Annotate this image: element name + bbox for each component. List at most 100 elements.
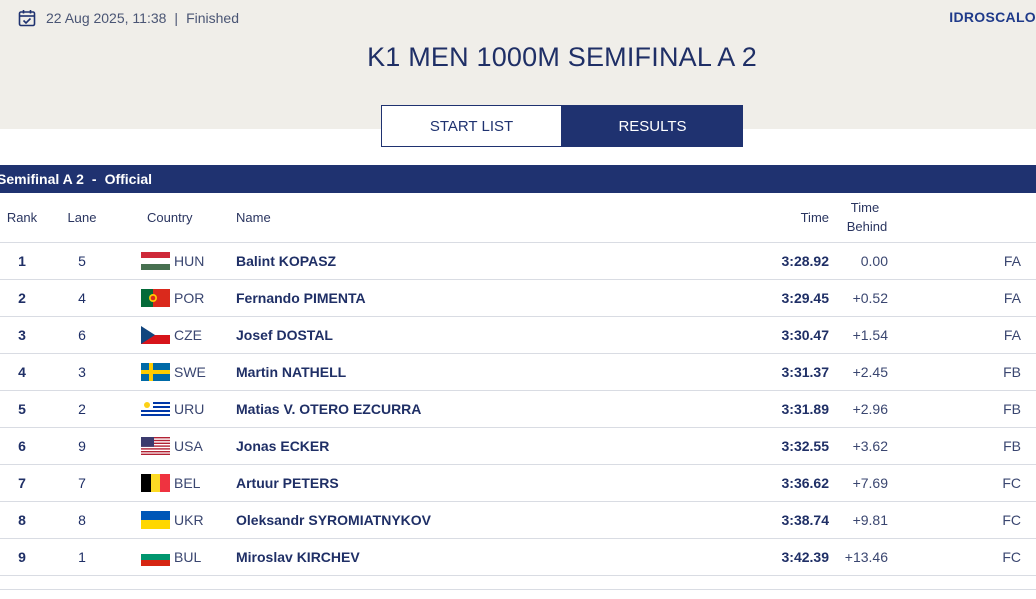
country-code-cell: HUN	[174, 253, 205, 269]
time-behind-cell: +13.46	[844, 549, 888, 565]
lane-cell: 3	[78, 364, 86, 380]
swe-flag-icon	[141, 354, 170, 390]
por-flag-icon	[141, 280, 170, 316]
table-bottom-divider	[0, 589, 1036, 590]
usa-flag-icon	[141, 428, 170, 464]
time-cell: 3:31.37	[781, 364, 829, 380]
cze-flag-icon	[141, 317, 170, 353]
calendar-icon	[18, 9, 36, 27]
rank-cell: 5	[18, 401, 26, 417]
qualification-cell: FA	[1003, 327, 1021, 343]
col-time: Time	[800, 210, 829, 225]
col-country: Country	[147, 210, 193, 225]
section-name: Semifinal A 2	[0, 171, 84, 187]
lane-cell: 4	[78, 290, 86, 306]
time-cell: 3:38.74	[781, 512, 829, 528]
lane-cell: 9	[78, 438, 86, 454]
table-row[interactable]: 3 6 CZE Josef DOSTAL 3:30.47 +1.54 FA	[0, 317, 1036, 354]
lane-cell: 7	[78, 475, 86, 491]
page-title: K1 MEN 1000M SEMIFINAL A 2	[367, 42, 757, 72]
athlete-name-link[interactable]: Jonas ECKER	[236, 438, 330, 454]
time-cell: 3:42.39	[781, 549, 829, 565]
rank-cell: 4	[18, 364, 26, 380]
athlete-name-link[interactable]: Fernando PIMENTA	[236, 290, 366, 306]
col-rank: Rank	[6, 210, 38, 225]
rank-cell: 9	[18, 549, 26, 565]
col-time-behind-line2: Behind	[846, 219, 888, 234]
tab-results[interactable]: RESULTS	[562, 105, 743, 147]
view-tabs: START LIST RESULTS	[381, 105, 743, 147]
table-row[interactable]: 1 5 HUN Balint KOPASZ 3:28.92 0.00 FA	[0, 243, 1036, 280]
country-code-cell: POR	[174, 290, 205, 306]
section-status: Official	[104, 171, 153, 187]
time-behind-cell: 0.00	[860, 253, 888, 269]
time-behind-cell: +9.81	[852, 512, 888, 528]
athlete-name-link[interactable]: Josef DOSTAL	[236, 327, 333, 343]
time-cell: 3:28.92	[781, 253, 829, 269]
time-behind-cell: +3.62	[852, 438, 888, 454]
time-cell: 3:36.62	[781, 475, 829, 491]
results-table-header: Rank Lane Country Name Time Time Behind	[0, 193, 1036, 243]
hun-flag-icon	[141, 243, 170, 279]
time-behind-cell: +2.45	[852, 364, 888, 380]
table-row[interactable]: 9 1 BUL Miroslav KIRCHEV 3:42.39 +13.46 FC	[0, 539, 1036, 576]
bul-flag-icon	[141, 539, 170, 575]
country-code-cell: SWE	[174, 364, 206, 380]
bel-flag-icon	[141, 465, 170, 501]
qualification-cell: FA	[1003, 253, 1021, 269]
time-cell: 3:31.89	[781, 401, 829, 417]
athlete-name-link[interactable]: Balint KOPASZ	[236, 253, 337, 269]
qualification-cell: FC	[1002, 549, 1021, 565]
lane-cell: 2	[78, 401, 86, 417]
rank-cell: 7	[18, 475, 26, 491]
time-cell: 3:32.55	[781, 438, 829, 454]
lane-cell: 8	[78, 512, 86, 528]
country-code-cell: USA	[174, 438, 203, 454]
lane-cell: 6	[78, 327, 86, 343]
ukr-flag-icon	[141, 502, 170, 538]
rank-cell: 1	[18, 253, 26, 269]
table-row[interactable]: 8 8 UKR Oleksandr SYROMIATNYKOV 3:38.74 +9.81…	[0, 502, 1036, 539]
rank-cell: 8	[18, 512, 26, 528]
col-lane: Lane	[67, 210, 97, 225]
qualification-cell: FA	[1003, 290, 1021, 306]
rank-cell: 3	[18, 327, 26, 343]
uru-flag-icon	[141, 391, 170, 427]
lane-cell: 1	[78, 549, 86, 565]
time-cell: 3:29.45	[781, 290, 829, 306]
country-code-cell: URU	[174, 401, 205, 417]
lane-cell: 5	[78, 253, 86, 269]
country-code-cell: BUL	[174, 549, 202, 565]
section-separator: -	[91, 171, 97, 187]
table-row[interactable]: 2 4 POR Fernando PIMENTA 3:29.45 +0.52 FA	[0, 280, 1036, 317]
table-row[interactable]: 7 7 BEL Artuur PETERS 3:36.62 +7.69 FC	[0, 465, 1036, 502]
qualification-cell: FB	[1003, 438, 1021, 454]
tab-start-list[interactable]: START LIST	[381, 105, 562, 147]
col-time-behind-line1: Time	[850, 200, 880, 215]
athlete-name-link[interactable]: Miroslav KIRCHEV	[236, 549, 360, 565]
time-behind-cell: +0.52	[852, 290, 888, 306]
event-meta: 22 Aug 2025, 11:38 | Finished	[18, 8, 239, 28]
time-behind-cell: +7.69	[852, 475, 888, 491]
col-name: Name	[236, 210, 271, 225]
athlete-name-link[interactable]: Matias V. OTERO EZCURRA	[236, 401, 422, 417]
athlete-name-link[interactable]: Artuur PETERS	[236, 475, 339, 491]
event-datetime: 22 Aug 2025, 11:38	[46, 10, 167, 26]
table-row[interactable]: 5 2 URU Matias V. OTERO EZCURRA 3:31.89 +2.96…	[0, 391, 1036, 428]
country-code-cell: BEL	[174, 475, 201, 491]
section-bar: Semifinal A 2 - Official	[0, 165, 1036, 193]
athlete-name-link[interactable]: Martin NATHELL	[236, 364, 347, 380]
country-code-cell: UKR	[174, 512, 204, 528]
time-behind-cell: +2.96	[852, 401, 888, 417]
time-behind-cell: +1.54	[852, 327, 888, 343]
table-row[interactable]: 6 9 USA Jonas ECKER 3:32.55 +3.62 FB	[0, 428, 1036, 465]
venue-name: IDROSCALO	[949, 9, 1036, 25]
meta-separator: |	[174, 10, 179, 26]
table-row[interactable]: 4 3 SWE Martin NATHELL 3:31.37 +2.45 FB	[0, 354, 1036, 391]
qualification-cell: FB	[1003, 364, 1021, 380]
country-code-cell: CZE	[174, 327, 202, 343]
rank-cell: 6	[18, 438, 26, 454]
qualification-cell: FB	[1003, 401, 1021, 417]
athlete-name-link[interactable]: Oleksandr SYROMIATNYKOV	[236, 512, 432, 528]
qualification-cell: FC	[1002, 512, 1021, 528]
